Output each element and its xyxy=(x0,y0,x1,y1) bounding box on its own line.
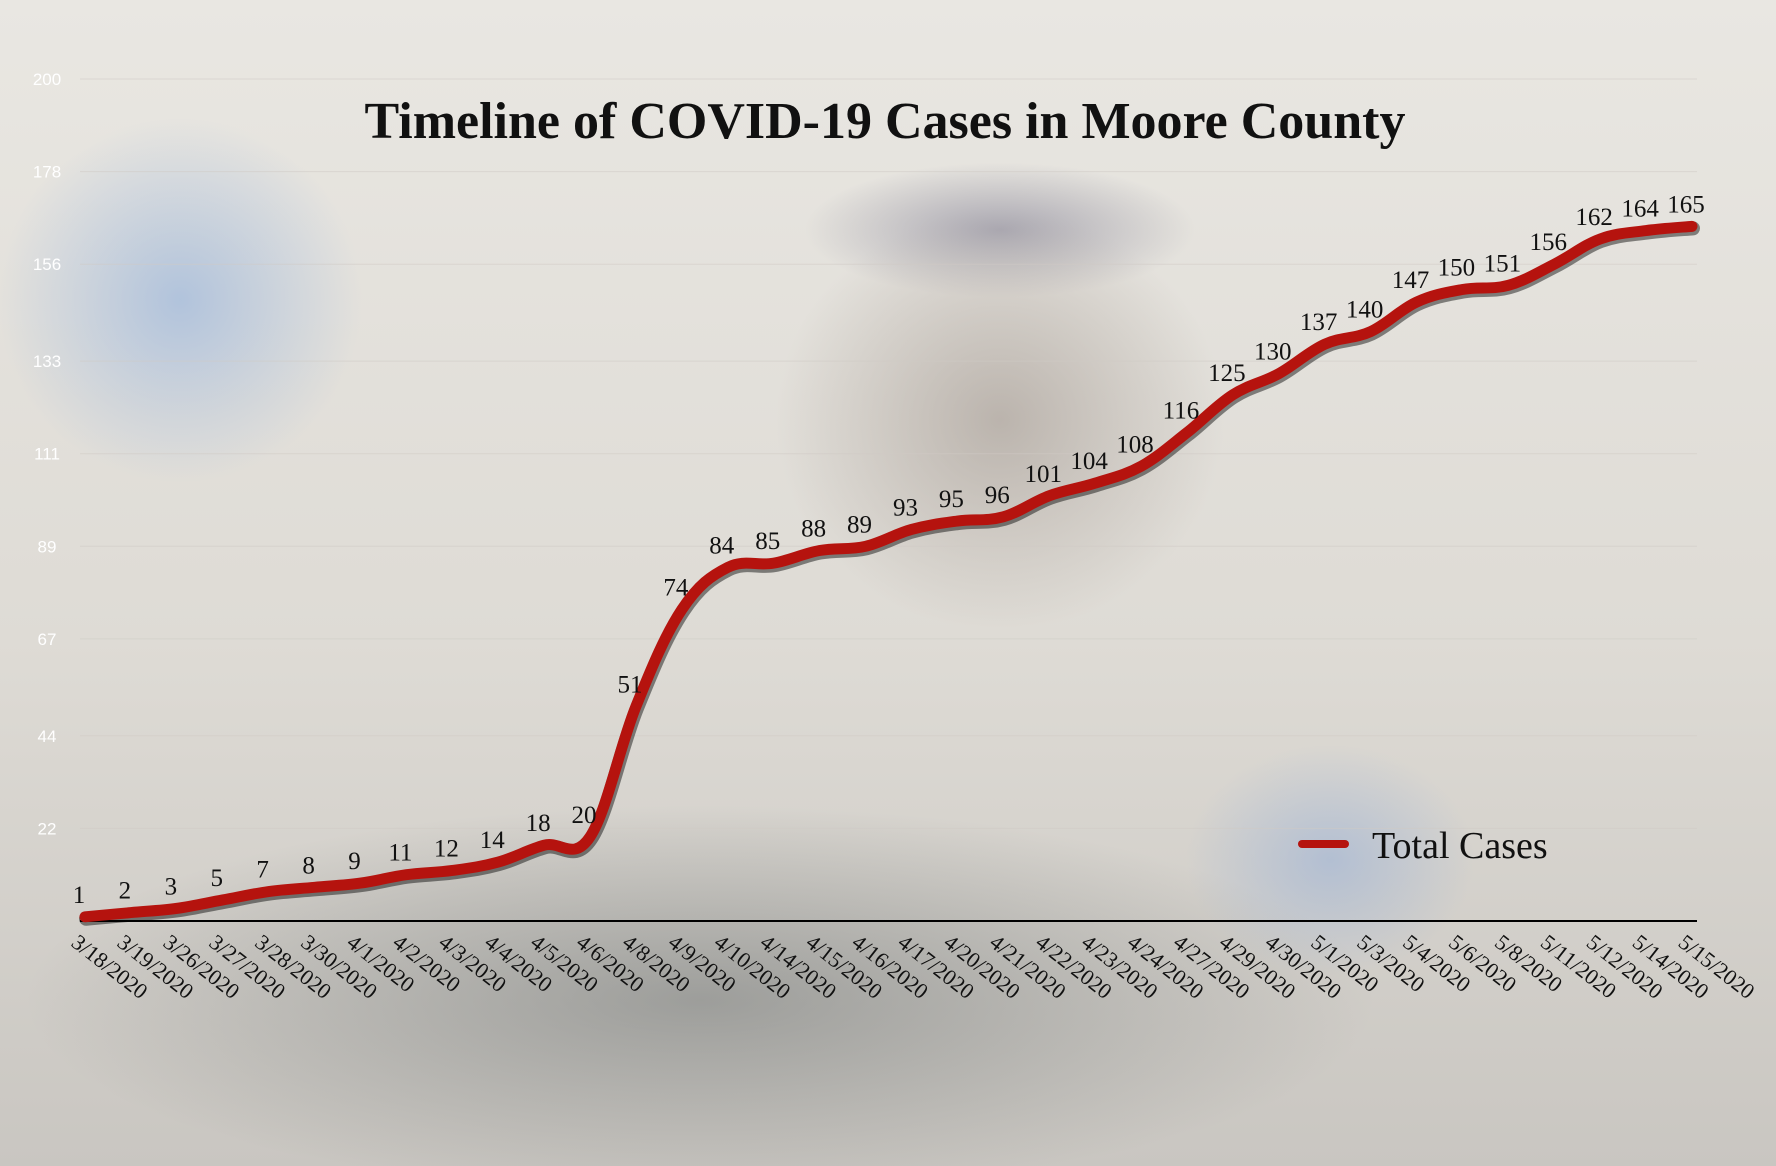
data-label: 96 xyxy=(985,482,1010,509)
legend-label: Total Cases xyxy=(1372,825,1548,867)
data-label: 51 xyxy=(617,671,642,698)
data-label: 9 xyxy=(348,848,361,875)
data-label: 108 xyxy=(1116,431,1154,458)
y-tick-label: 156 xyxy=(33,255,61,274)
y-tick-label: 22 xyxy=(38,819,57,838)
data-label: 12 xyxy=(434,835,459,862)
data-label: 20 xyxy=(572,802,597,829)
y-tick-label: 111 xyxy=(34,445,60,464)
data-label: 2 xyxy=(119,878,132,905)
series-total-cases xyxy=(79,220,1700,926)
data-label: 18 xyxy=(526,810,551,837)
data-label: 125 xyxy=(1208,360,1246,387)
data-label: 116 xyxy=(1163,398,1200,425)
data-label: 5 xyxy=(210,865,223,892)
legend: Total Cases xyxy=(1298,825,1548,867)
data-label: 101 xyxy=(1024,461,1062,488)
data-label: 156 xyxy=(1530,229,1568,256)
data-label: 3 xyxy=(165,873,178,900)
data-label: 1 xyxy=(73,882,86,909)
x-axis: 3/18/20203/19/20203/26/20203/27/20203/28… xyxy=(67,929,1760,1004)
series-line-shadow xyxy=(79,221,1700,926)
data-label: 164 xyxy=(1621,196,1659,223)
gridlines xyxy=(80,78,1697,829)
y-axis: 200 178 156 133 111 89 67 44 22 xyxy=(33,70,61,838)
data-label: 11 xyxy=(388,840,412,867)
y-tick-label: 200 xyxy=(33,70,61,89)
data-label: 165 xyxy=(1667,191,1705,218)
data-label: 140 xyxy=(1346,297,1384,324)
data-label: 151 xyxy=(1484,250,1522,277)
data-label: 8 xyxy=(302,852,315,879)
data-label: 93 xyxy=(893,494,918,521)
data-label: 85 xyxy=(755,528,780,555)
data-label: 147 xyxy=(1392,267,1430,294)
chart-title: Timeline of COVID-19 Cases in Moore Coun… xyxy=(365,93,1406,150)
data-label: 14 xyxy=(480,827,506,854)
data-label: 162 xyxy=(1575,204,1613,231)
data-label: 130 xyxy=(1254,339,1292,366)
data-label: 88 xyxy=(801,516,826,543)
y-tick-label: 133 xyxy=(33,352,61,371)
data-label: 74 xyxy=(663,574,689,601)
data-label: 137 xyxy=(1300,309,1338,336)
y-tick-label: 67 xyxy=(38,630,57,649)
data-label: 7 xyxy=(256,857,269,884)
data-label: 89 xyxy=(847,511,872,538)
data-label: 95 xyxy=(939,486,964,513)
data-label: 84 xyxy=(709,532,735,559)
data-label: 104 xyxy=(1070,448,1108,475)
series-line xyxy=(79,220,1698,923)
y-tick-label: 178 xyxy=(33,163,61,182)
y-tick-label: 89 xyxy=(38,537,57,556)
y-tick-label: 44 xyxy=(38,727,57,746)
data-label: 150 xyxy=(1438,255,1476,282)
